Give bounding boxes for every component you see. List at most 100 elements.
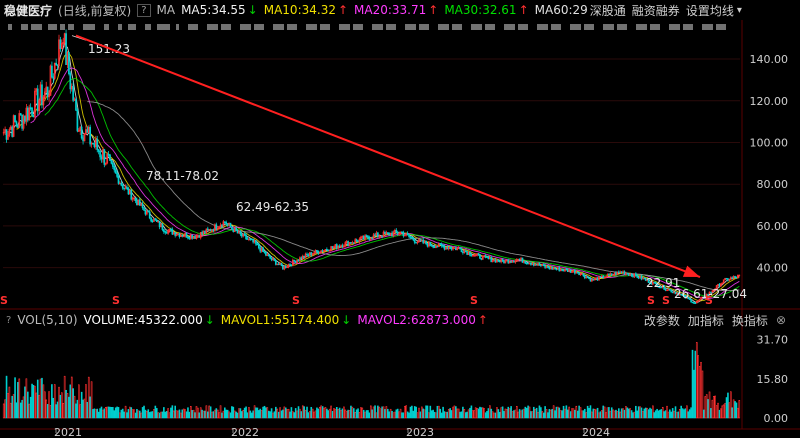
vol-help-icon[interactable]: ? — [6, 314, 12, 326]
volume-bar — [504, 408, 507, 419]
low-price-label: 22.91 — [646, 276, 680, 290]
candle-body — [721, 282, 724, 285]
link-shenzhen-connect[interactable]: 深股通 — [589, 3, 626, 18]
candle-body — [52, 76, 55, 79]
ma20-value: MA20:33.71 ↑ — [354, 3, 439, 17]
volume-bar — [517, 411, 519, 419]
volume-bar — [303, 406, 305, 419]
candle-body — [136, 200, 138, 206]
candle-body — [534, 264, 537, 266]
candle-body — [464, 250, 467, 253]
volume-bar — [688, 409, 691, 419]
candle-body — [355, 239, 358, 241]
help-icon[interactable]: ? — [137, 3, 151, 17]
volume-bar — [112, 407, 114, 419]
volume-bar — [439, 408, 442, 419]
volume-bar — [163, 407, 165, 419]
volume-bar — [34, 385, 36, 419]
volume-bar — [66, 393, 69, 419]
volume-bar — [612, 409, 614, 419]
volume-bar — [207, 411, 209, 419]
candle-body — [619, 271, 622, 274]
switch-indicator-button[interactable]: 换指标 — [731, 313, 768, 328]
vol-indicator-name[interactable]: VOL(5,10) — [17, 313, 78, 327]
volume-bar — [589, 405, 592, 419]
candle-body — [53, 62, 56, 79]
close-icon[interactable]: ⊗ — [775, 313, 786, 327]
candle-body — [12, 115, 15, 137]
volume-bar — [401, 412, 403, 419]
volume-bar — [515, 405, 518, 419]
scramble-block — [21, 24, 28, 30]
candle-body — [130, 189, 133, 200]
volume-bar — [606, 407, 609, 419]
candle-body — [128, 189, 131, 195]
volume-bar — [215, 408, 218, 419]
volume-bar — [368, 412, 371, 419]
volume-bar — [453, 405, 456, 419]
candle-body — [633, 273, 636, 278]
volume-bar — [97, 411, 100, 419]
volume-bar — [52, 397, 55, 419]
volume-bar — [382, 406, 385, 419]
candle-body — [328, 250, 331, 252]
volume-bar — [311, 408, 314, 419]
volume-bar — [59, 394, 62, 419]
candle-body — [487, 257, 490, 260]
candle-body — [15, 121, 18, 126]
candle-body — [286, 266, 289, 268]
volume-bar — [693, 369, 695, 419]
candle-body — [26, 107, 29, 121]
volume-bar — [299, 408, 301, 419]
volume-bar — [235, 411, 237, 419]
volume-bar — [73, 395, 76, 419]
candle-body — [257, 244, 260, 249]
candle-body — [389, 232, 392, 236]
volume-bar — [25, 378, 28, 419]
candle-body — [649, 282, 651, 284]
volume-bar — [619, 411, 622, 419]
volume-bar — [599, 411, 602, 419]
candle-body — [442, 245, 444, 247]
candle-body — [729, 277, 732, 280]
candle-body — [155, 219, 158, 222]
volume-bar — [357, 408, 359, 419]
signal-marker: S — [0, 294, 8, 307]
chevron-down-icon[interactable]: ▾ — [736, 4, 742, 16]
volume-bar — [92, 409, 94, 419]
candle-body — [476, 253, 478, 256]
edit-params-button[interactable]: 改参数 — [643, 313, 680, 328]
candle-body — [92, 142, 94, 145]
link-ma-settings[interactable]: 设置均线 — [685, 3, 734, 18]
volume-bar — [39, 378, 42, 419]
candle-body — [45, 86, 48, 93]
volume-bar — [542, 412, 545, 419]
candle-body — [666, 289, 668, 292]
volume-bar — [140, 412, 142, 419]
add-indicator-button[interactable]: 加指标 — [687, 313, 724, 328]
volume-bar — [136, 408, 138, 419]
candle-body — [540, 265, 542, 267]
volume-bar — [710, 408, 712, 419]
stock-name[interactable]: 稳健医疗 — [4, 3, 53, 18]
candle-body — [668, 289, 671, 291]
volume-bar — [643, 408, 646, 419]
candle-body — [239, 231, 242, 235]
candle-body — [109, 154, 111, 161]
volume-bar — [55, 404, 57, 419]
chart-mode[interactable]: (日线,前复权) — [58, 3, 132, 18]
volume-bar — [242, 409, 245, 419]
candle-body — [548, 267, 551, 270]
link-margin-trading[interactable]: 融资融券 — [631, 3, 680, 18]
volume-bar — [297, 406, 300, 419]
candle-body — [262, 247, 264, 252]
volume-bar — [214, 409, 216, 419]
candle-body — [527, 262, 529, 265]
volume-bar — [338, 407, 341, 419]
candle-body — [528, 262, 531, 265]
scramble-block — [386, 24, 396, 30]
scramble-block — [306, 24, 317, 30]
volume-bar — [394, 411, 396, 419]
candle-body — [388, 232, 391, 236]
